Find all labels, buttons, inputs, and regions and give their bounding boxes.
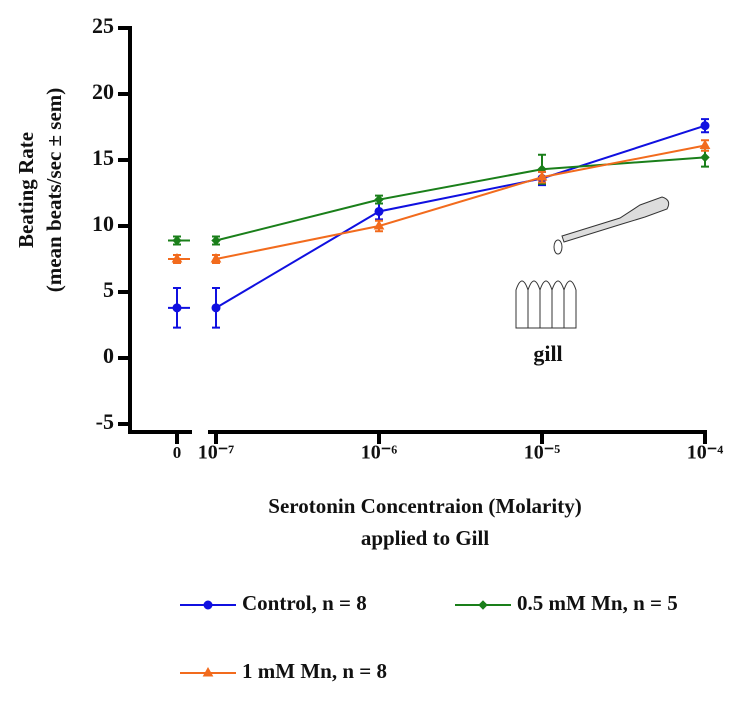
marker [699,139,711,149]
annotation: gill [533,341,562,366]
marker [700,152,710,163]
marker [536,171,548,181]
legend-marker [202,666,214,677]
marker [700,121,710,131]
marker [172,235,182,246]
y-tick-label: -5 [96,409,114,434]
legend-label: 0.5 mM Mn, n = 5 [517,591,678,615]
line-segment [378,168,543,201]
x-tick-label: 10⁻⁶ [361,442,398,464]
legend-label: Control, n = 8 [242,591,367,615]
marker [211,235,221,246]
x-tick-label: 0 [173,443,182,462]
legend-marker [203,600,213,610]
y-tick-label: 0 [103,343,114,368]
y-axis-label: Beating Rate [14,132,38,248]
line-segment [378,176,543,227]
legend-label: 1 mM Mn, n = 8 [242,659,387,683]
line-segment [541,124,706,180]
x-tick-label: 10⁻⁴ [687,442,724,464]
marker [374,194,384,205]
y-tick-label: 10 [92,211,114,236]
line-segment [541,144,706,179]
x-axis-label: applied to Gill [361,526,490,550]
line-segment [215,225,380,260]
line-segment [378,177,543,213]
gill-illustration [515,196,670,329]
line-segment [215,210,380,309]
marker [374,206,384,216]
marker [210,252,222,263]
x-axis-label: Serotonin Concentraion (Molarity) [268,494,581,518]
marker [373,219,385,230]
line-segment [215,198,380,242]
y-tick-label: 20 [92,79,114,104]
x-tick-label: 10⁻⁷ [198,442,235,464]
line-segment [541,156,706,171]
y-tick-label: 25 [92,13,114,38]
y-axis-label: (mean beats/sec ± sem) [42,88,66,293]
y-tick-label: 5 [103,277,114,302]
marker [211,303,221,313]
x-tick-label: 10⁻⁵ [524,442,561,464]
legend-marker [478,600,488,610]
marker [171,252,183,263]
marker [172,303,182,313]
y-tick-label: 15 [92,145,114,170]
